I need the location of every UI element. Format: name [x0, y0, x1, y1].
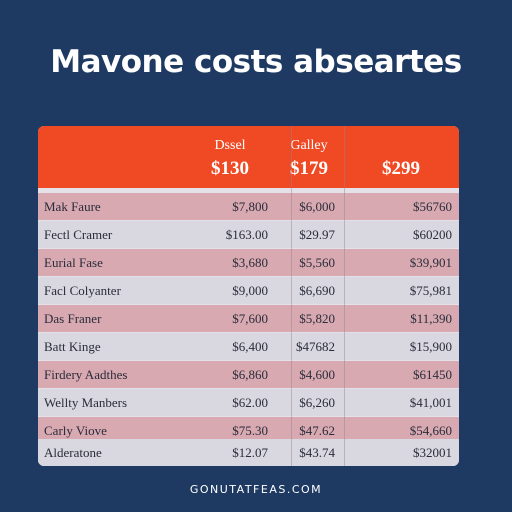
- row-label: Das Franer: [44, 311, 102, 326]
- table-row: Fectl Cramer $163.00 $29.97 $60200: [38, 221, 459, 248]
- row-label: Eurial Fase: [44, 255, 103, 270]
- row-value-col-1: $6,400: [232, 339, 268, 354]
- row-value-col-3: $32001: [413, 445, 452, 460]
- row-value-col-1: $3,680: [232, 255, 268, 270]
- row-value-col-2: $47682: [296, 339, 335, 354]
- row-value-col-3: $39,901: [409, 255, 452, 270]
- row-value-col-1: $75.30: [232, 423, 268, 438]
- row-value-col-3: $11,390: [410, 311, 452, 326]
- row-value-col-3: $56760: [413, 199, 452, 214]
- row-label: Carly Viove: [44, 423, 107, 438]
- column-divider: [291, 126, 292, 466]
- row-label: Facl Colyanter: [44, 283, 121, 298]
- row-value-col-1: $62.00: [232, 395, 268, 410]
- row-value-col-1: $163.00: [225, 227, 268, 242]
- table-row: Das Franer $7,600 $5,820 $11,390: [38, 305, 459, 332]
- row-label: Wellty Manbers: [44, 395, 128, 410]
- header-col-2-price: $179: [290, 158, 328, 179]
- row-value-col-1: $7,600: [232, 311, 268, 326]
- table-row: Alderatone $12.07 $43.74 $32001: [38, 439, 459, 466]
- row-value-col-2: $4,600: [299, 367, 335, 382]
- row-value-col-1: $6,860: [232, 367, 268, 382]
- header-col-3-name: [356, 138, 446, 156]
- row-label: Alderatone: [44, 445, 102, 460]
- header-col-3: $299: [356, 138, 446, 180]
- column-divider: [344, 126, 345, 466]
- row-value-col-2: $6,000: [299, 199, 335, 214]
- table-row: Batt Kinge $6,400 $47682 $15,900: [38, 333, 459, 360]
- row-value-col-2: $6,690: [299, 283, 335, 298]
- pricing-table: Dssel $130 Galley $179 $299 Mak Faure $7…: [38, 126, 459, 466]
- header-col-2: Galley $179: [264, 138, 354, 180]
- row-value-col-3: $54,660: [409, 423, 452, 438]
- table-row: Mak Faure $7,800 $6,000 $56760: [38, 193, 459, 220]
- table-row: Eurial Fase $3,680 $5,560 $39,901: [38, 249, 459, 276]
- row-label: Firdery Aadthes: [44, 367, 128, 382]
- footer-website: GONUTATFEAS.COM: [189, 483, 323, 496]
- row-value-col-3: $61450: [413, 367, 452, 382]
- row-value-col-2: $29.97: [299, 227, 335, 242]
- table-header: Dssel $130 Galley $179 $299: [38, 126, 459, 188]
- row-value-col-1: $7,800: [232, 199, 268, 214]
- header-col-1-price: $130: [211, 158, 249, 179]
- row-value-col-2: $47.62: [299, 423, 335, 438]
- row-value-col-2: $6,260: [299, 395, 335, 410]
- row-label: Batt Kinge: [44, 339, 101, 354]
- row-value-col-3: $60200: [413, 227, 452, 242]
- row-value-col-2: $43.74: [299, 445, 335, 460]
- row-value-col-2: $5,820: [299, 311, 335, 326]
- header-col-1-name: Dssel: [214, 138, 246, 153]
- header-col-1: Dssel $130: [185, 138, 275, 180]
- header-col-3-price: $299: [382, 158, 420, 179]
- row-label: Mak Faure: [44, 199, 101, 214]
- table-row: Wellty Manbers $62.00 $6,260 $41,001: [38, 389, 459, 416]
- row-value-col-2: $5,560: [299, 255, 335, 270]
- row-value-col-1: $12.07: [232, 445, 268, 460]
- row-label: Fectl Cramer: [44, 227, 113, 242]
- row-value-col-3: $15,900: [409, 339, 452, 354]
- table-row: Facl Colyanter $9,000 $6,690 $75,981: [38, 277, 459, 304]
- row-value-col-3: $41,001: [409, 395, 452, 410]
- row-value-col-1: $9,000: [232, 283, 268, 298]
- header-col-2-name: Galley: [290, 138, 328, 153]
- table-row: Firdery Aadthes $6,860 $4,600 $61450: [38, 361, 459, 388]
- row-value-col-3: $75,981: [409, 283, 452, 298]
- page-title: Mavone costs abseartes: [50, 44, 462, 80]
